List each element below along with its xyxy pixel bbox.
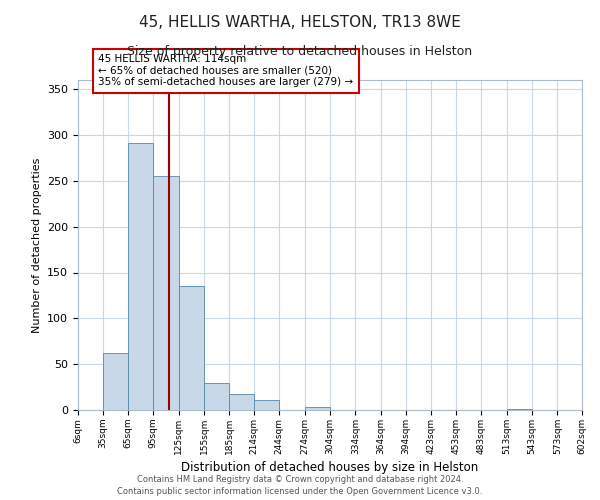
Bar bbox=[179, 286, 204, 410]
Bar bbox=[507, 409, 532, 410]
Bar bbox=[229, 394, 254, 410]
X-axis label: Distribution of detached houses by size in Helston: Distribution of detached houses by size … bbox=[181, 461, 479, 474]
Text: Contains HM Land Registry data © Crown copyright and database right 2024.: Contains HM Land Registry data © Crown c… bbox=[137, 476, 463, 484]
Bar bbox=[103, 353, 128, 410]
Text: 45 HELLIS WARTHA: 114sqm
← 65% of detached houses are smaller (520)
35% of semi-: 45 HELLIS WARTHA: 114sqm ← 65% of detach… bbox=[98, 54, 353, 88]
Text: 45, HELLIS WARTHA, HELSTON, TR13 8WE: 45, HELLIS WARTHA, HELSTON, TR13 8WE bbox=[139, 15, 461, 30]
Bar bbox=[153, 176, 179, 410]
Bar bbox=[204, 382, 229, 410]
Y-axis label: Number of detached properties: Number of detached properties bbox=[32, 158, 41, 332]
Bar bbox=[305, 407, 330, 410]
Bar bbox=[254, 400, 279, 410]
Text: Size of property relative to detached houses in Helston: Size of property relative to detached ho… bbox=[127, 45, 473, 58]
Bar bbox=[128, 143, 153, 410]
Text: Contains public sector information licensed under the Open Government Licence v3: Contains public sector information licen… bbox=[118, 487, 482, 496]
